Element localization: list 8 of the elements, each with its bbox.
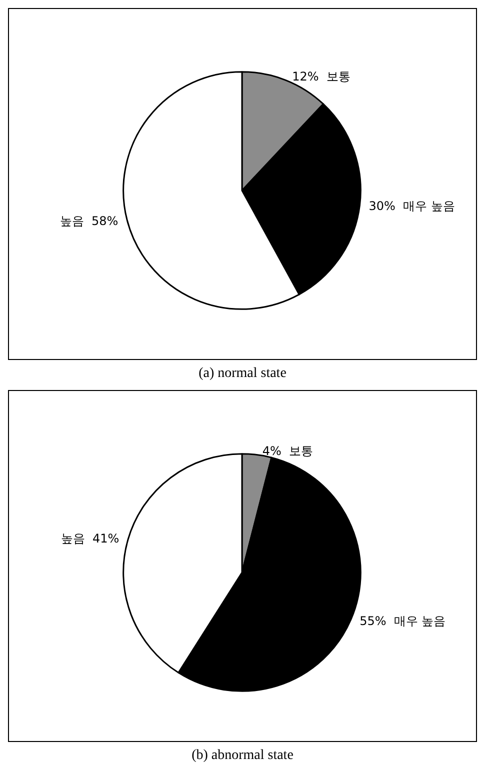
slice-label: 12% 보통: [292, 69, 350, 84]
text: (b) abnormal state: [190, 748, 294, 764]
slice-label: 높음 41%: [60, 531, 120, 546]
slice-label: 4% 보통: [262, 444, 314, 458]
slice-label: 55% 매우 높음: [360, 614, 446, 628]
slice-label: 30% 매우 높음: [368, 198, 455, 213]
text: (a) normal state: [198, 366, 288, 382]
slice-label: 높음 58%: [60, 214, 118, 228]
